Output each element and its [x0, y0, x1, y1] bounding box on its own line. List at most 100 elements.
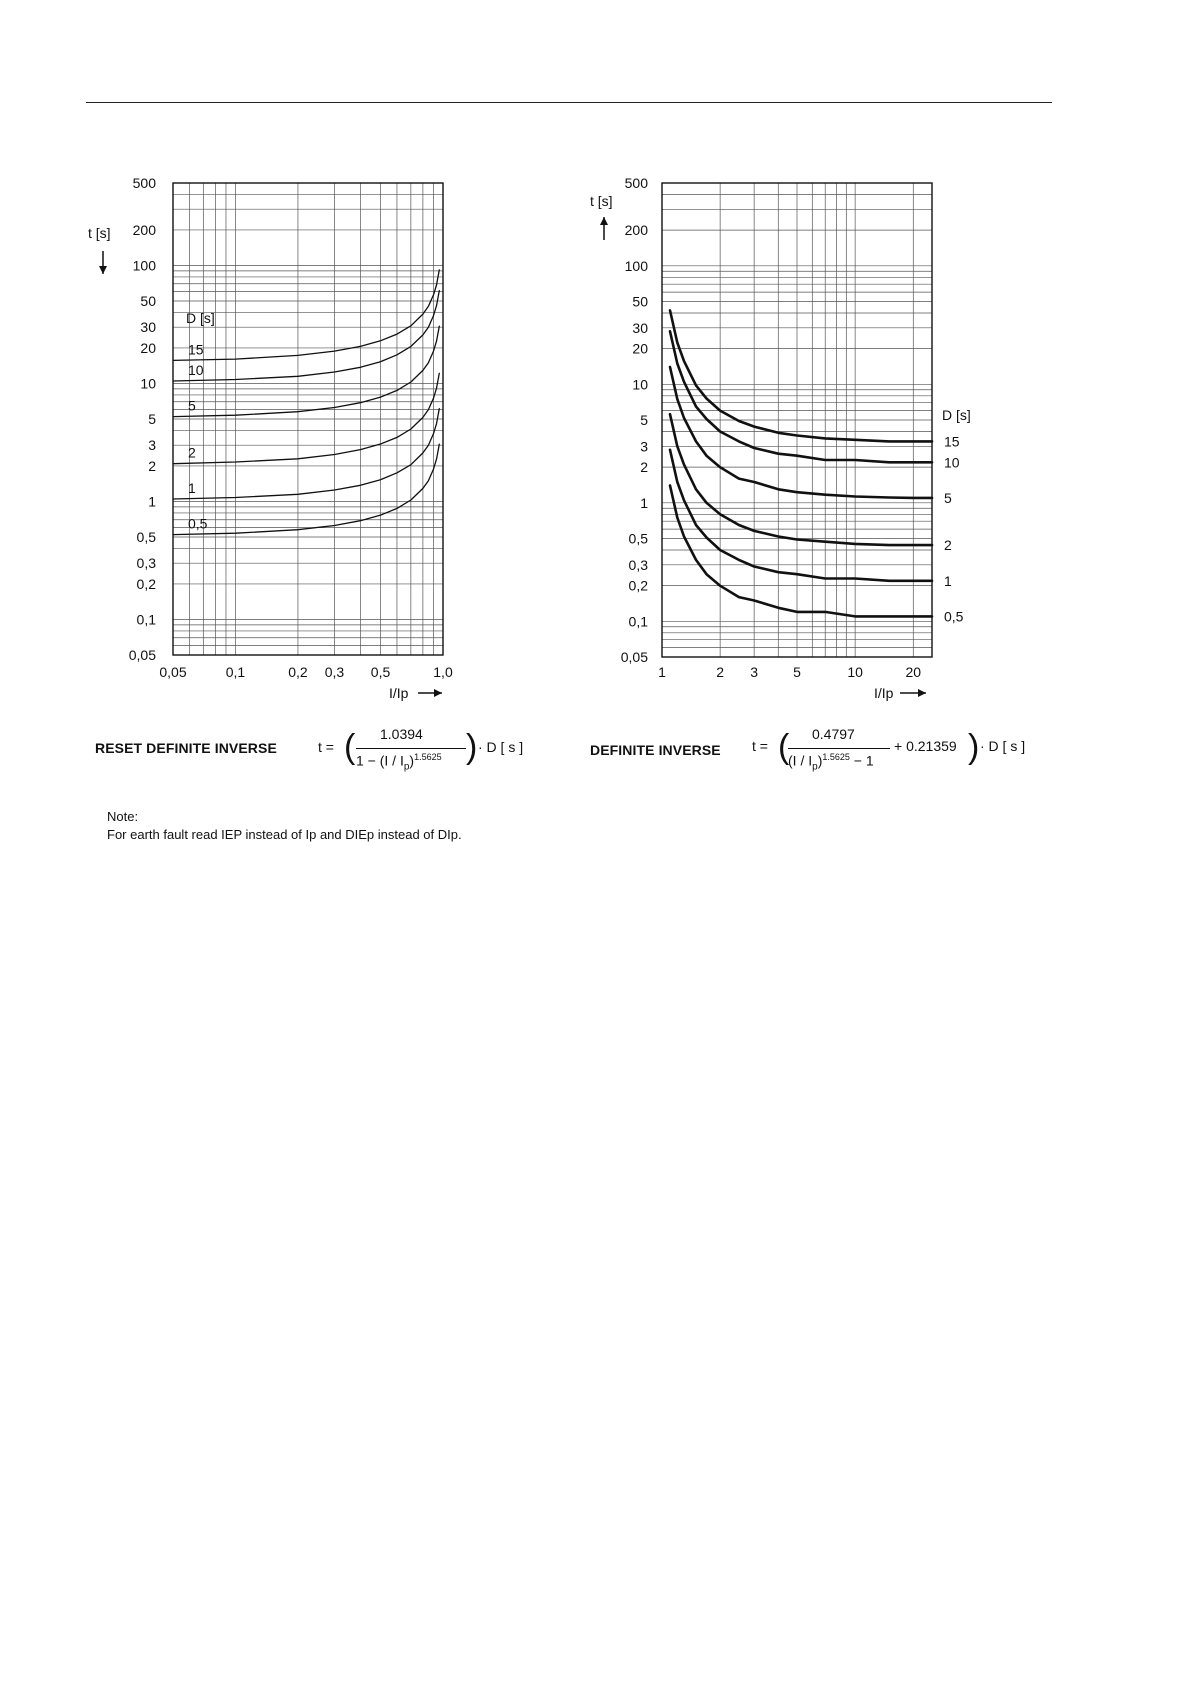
x-tick-label: 0,5 [371, 664, 391, 680]
formula-numerator: 0.4797 [812, 726, 855, 742]
y-tick-label: 0,1 [629, 613, 649, 629]
note-text: For earth fault read IEP instead of Ip a… [107, 827, 462, 842]
y-tick-label: 20 [632, 341, 648, 357]
x-tick-label: 0,2 [288, 664, 308, 680]
chart-title-definite-inverse: DEFINITE INVERSE [590, 742, 721, 758]
y-tick-label: 0,5 [137, 529, 157, 545]
x-tick-label: 3 [750, 664, 758, 680]
paren-close: ) [466, 728, 478, 766]
y-tick-label: 3 [148, 437, 156, 453]
series-line-2 [668, 412, 934, 547]
series-label: 0,5 [944, 608, 964, 624]
x-tick-label: 0,3 [325, 664, 345, 680]
chart-definite-inverse: 0,05 0,1 0,2 0,3 0,5 1 2 3 5 10 20 30 50 100 200 500 1 2 3… [590, 175, 971, 701]
series-line-2 [172, 372, 440, 465]
formula-denominator: (I / Ip)1.5625 − 1 [788, 752, 874, 773]
paren-open: ( [344, 728, 356, 766]
grid [172, 182, 444, 656]
series-label: 1 [944, 573, 952, 589]
chart-reset-definite-inverse: 0,05 0,1 0,2 0,3 0,5 1 2 3 5 10 20 30 50 100 200 500 0,0… [88, 175, 453, 701]
y-axis-arrow-head [600, 217, 608, 225]
note-heading: Note: [107, 809, 139, 824]
note: Note: For earth fault read IEP instead o… [107, 808, 462, 844]
formula-definite-inverse: t = ( 0.4797 (I / Ip)1.5625 − 1 + 0.2135… [752, 726, 1032, 778]
chart-title-reset-definite-inverse: RESET DEFINITE INVERSE [95, 740, 277, 756]
series-line-15 [668, 309, 934, 443]
series-line-0-5 [172, 443, 440, 536]
formula-reset-definite-inverse: t = ( 1.0394 1 − (I / Ip)1.5625 ) · D [ … [318, 726, 523, 778]
x-axis-arrow-head [434, 689, 442, 697]
paren-close: ) [968, 728, 980, 766]
y-tick-label: 0,05 [621, 649, 648, 665]
series-label: 5 [188, 398, 196, 414]
series-line-5 [668, 365, 934, 500]
series-line-5 [172, 325, 440, 418]
series-label: 5 [944, 490, 952, 506]
grid [661, 182, 932, 658]
y-tick-label: 2 [148, 458, 156, 474]
y-tick-label: 0,1 [137, 611, 157, 627]
plot-frame [172, 182, 444, 656]
y-tick-label: 3 [640, 438, 648, 454]
y-axis-label: t [s] [590, 193, 613, 209]
y-tick-label: 0,5 [629, 531, 649, 547]
y-tick-label: 100 [133, 257, 157, 273]
x-axis-arrow-head [918, 689, 926, 697]
y-tick-label: 500 [625, 175, 649, 191]
x-tick-label: 10 [847, 664, 863, 680]
y-tick-label: 2 [640, 459, 648, 475]
series-line-10 [172, 289, 440, 382]
series-label: 2 [188, 445, 196, 461]
series-label: 15 [188, 341, 204, 357]
y-axis-label: t [s] [88, 225, 111, 241]
series-line-10 [668, 330, 934, 464]
y-tick-label: 0,2 [629, 578, 649, 594]
x-tick-label: 20 [905, 664, 921, 680]
x-tick-label: 1,0 [433, 664, 453, 680]
y-tick-label: 30 [140, 319, 156, 335]
plot-frame [661, 182, 933, 658]
series-label: 15 [944, 433, 960, 449]
x-tick-label: 2 [716, 664, 724, 680]
series-label: 10 [188, 362, 204, 378]
y-axis-arrow-head [99, 266, 107, 274]
y-tick-label: 20 [140, 340, 156, 356]
x-axis-label: I/Ip [874, 685, 894, 701]
charts-canvas: 0,05 0,1 0,2 0,3 0,5 1 2 3 5 10 20 30 50 100 200 500 0,0… [88, 175, 971, 701]
legend-title: D [s] [186, 310, 215, 326]
formula-denominator: 1 − (I / Ip)1.5625 [356, 752, 442, 773]
x-tick-label: 0,1 [226, 664, 246, 680]
y-tick-label: 100 [625, 258, 649, 274]
y-tick-label: 0,05 [129, 647, 156, 663]
y-tick-label: 10 [632, 376, 648, 392]
y-tick-label: 50 [140, 293, 156, 309]
formula-suffix: · D [ s ] [478, 739, 524, 755]
series-line-1 [172, 407, 440, 500]
series-label: 0,5 [188, 516, 208, 532]
series-label: 2 [944, 537, 952, 553]
formula-numerator: 1.0394 [380, 726, 423, 742]
y-tick-label: 0,2 [137, 576, 157, 592]
formula-suffix: · D [ s ] [980, 738, 1026, 754]
y-tick-label: 0,3 [137, 555, 157, 571]
y-tick-label: 10 [140, 375, 156, 391]
y-tick-label: 1 [148, 493, 156, 509]
series-line-1 [668, 448, 934, 583]
fraction-bar [788, 748, 890, 749]
y-tick-label: 5 [640, 412, 648, 428]
series-label: 10 [944, 454, 960, 470]
y-tick-label: 30 [632, 320, 648, 336]
y-tick-label: 200 [625, 222, 649, 238]
formula-prefix: t = [752, 738, 768, 754]
series-label: 1 [188, 480, 196, 496]
x-axis-label: I/Ip [389, 685, 409, 701]
x-tick-label: 1 [658, 664, 666, 680]
formula-prefix: t = [318, 739, 334, 755]
y-tick-label: 200 [133, 222, 157, 238]
legend-title: D [s] [942, 407, 971, 423]
x-tick-label: 5 [793, 664, 801, 680]
y-tick-label: 5 [148, 411, 156, 427]
paren-open: ( [778, 728, 790, 766]
x-tick-label: 0,05 [159, 664, 186, 680]
fraction-bar [356, 748, 466, 749]
